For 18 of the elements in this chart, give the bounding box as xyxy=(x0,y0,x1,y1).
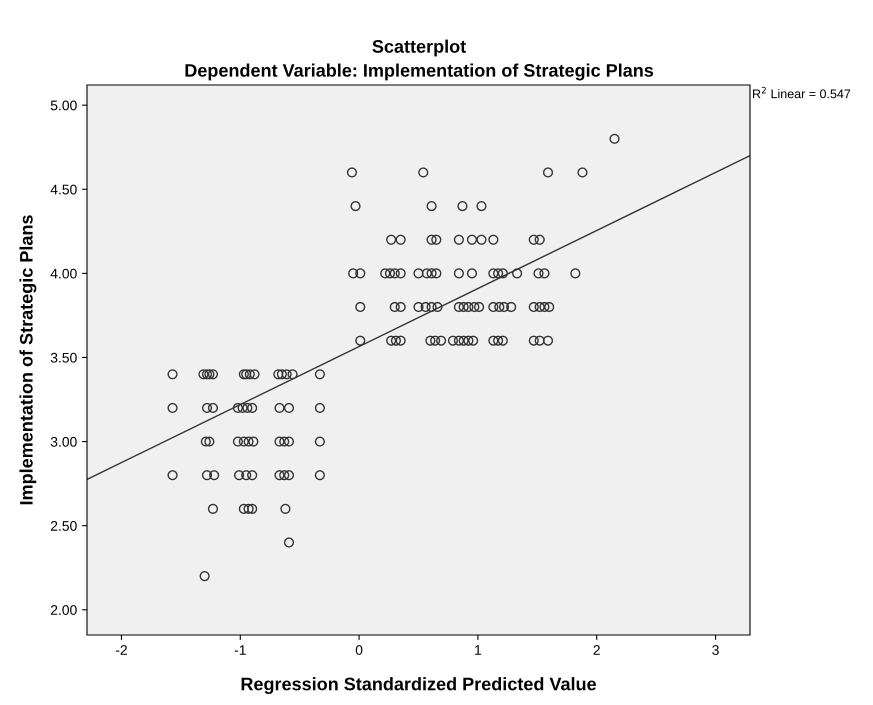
chart-title: Scatterplot xyxy=(372,40,466,56)
x-tick-label: 1 xyxy=(475,645,482,655)
x-tick-label: 3 xyxy=(712,645,719,655)
y-axis-title: Implementation of Strategic Plans xyxy=(19,215,36,504)
y-tick-label: 5.00 xyxy=(50,100,77,110)
y-tick-label: 3.00 xyxy=(50,436,77,447)
x-tick-label: -1 xyxy=(234,645,246,655)
y-tick-label: 2.50 xyxy=(50,521,77,531)
y-tick-label: 2.00 xyxy=(50,605,77,615)
x-tick-label: 0 xyxy=(356,645,362,655)
chart-subtitle: Dependent Variable: Implementation of Strategic Plans xyxy=(185,64,654,80)
y-tick-label: 4.00 xyxy=(50,268,77,279)
x-tick-label: 2 xyxy=(594,645,600,655)
x-tick-label: -2 xyxy=(116,645,127,655)
y-tick-label: 3.50 xyxy=(50,352,77,363)
text: R$^{2}$ Linear = 0.547 xyxy=(753,86,850,98)
x-axis-title: Regression Standardized Predicted Value xyxy=(242,677,596,694)
y-tick-label: 4.50 xyxy=(50,184,77,194)
